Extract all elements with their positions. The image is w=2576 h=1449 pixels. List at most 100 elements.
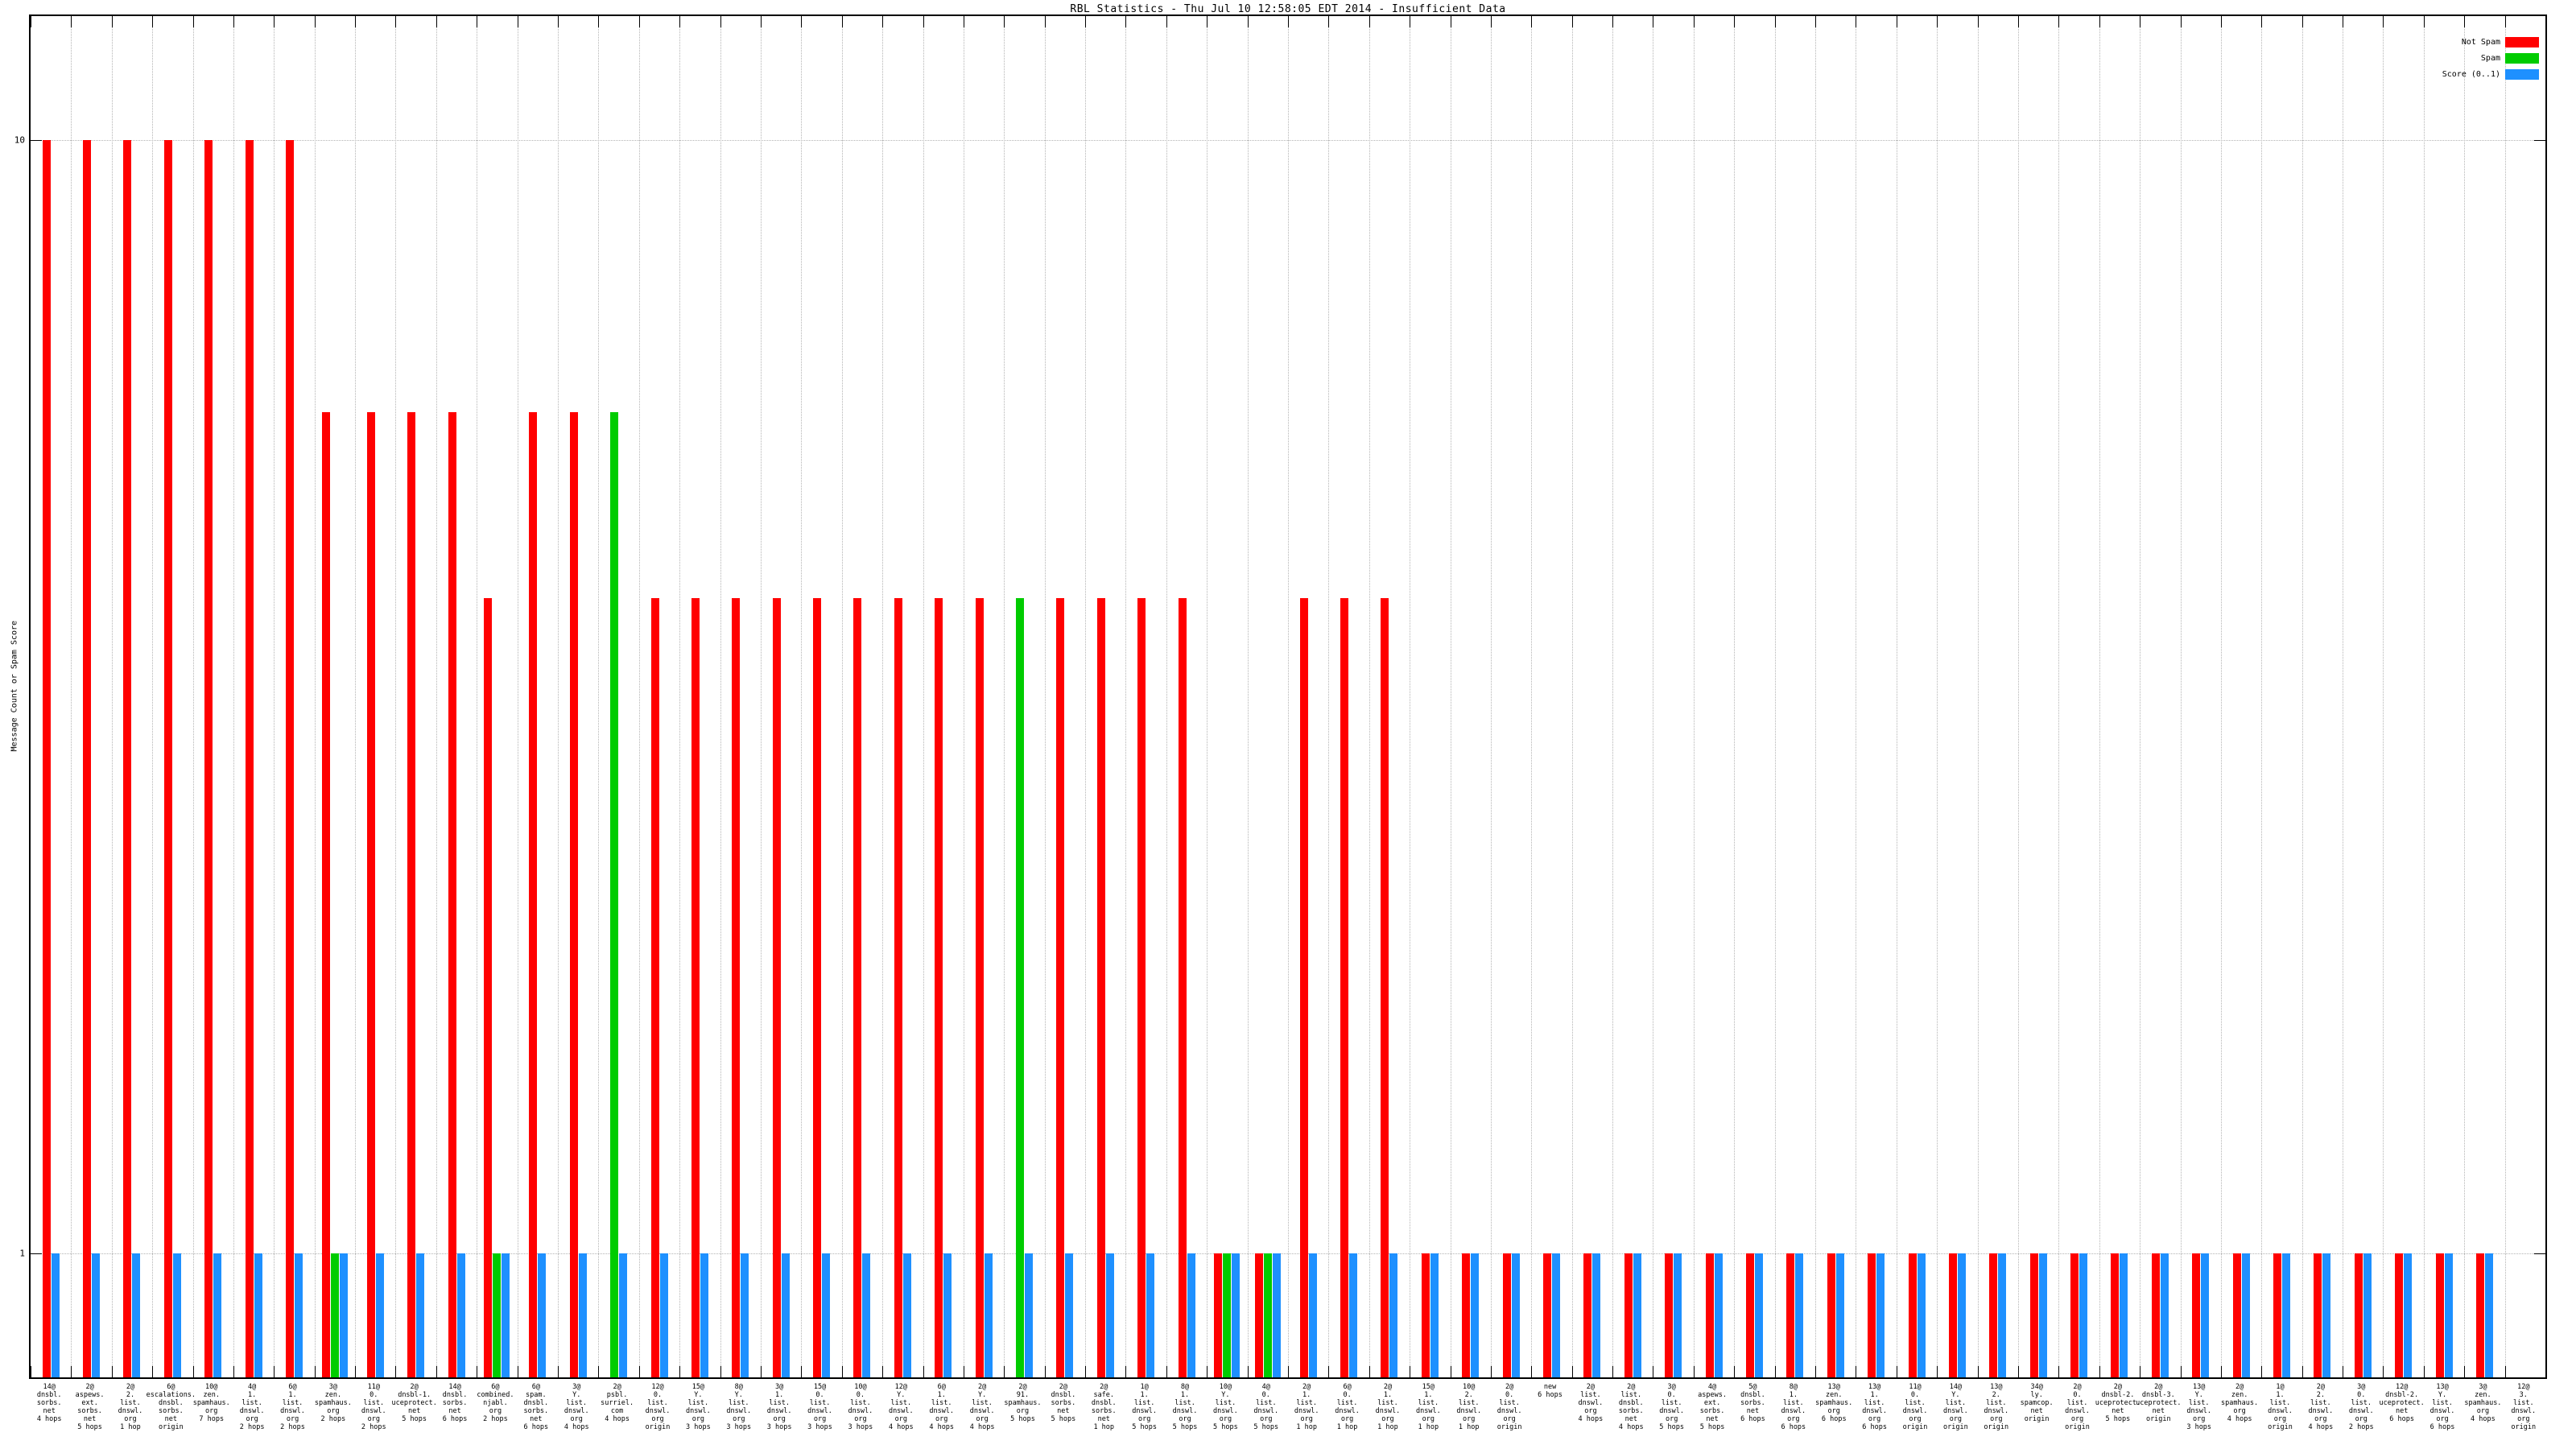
tick-top	[1328, 16, 1329, 27]
tick-top	[2302, 16, 2303, 27]
x-axis-tick-label: 8@ 1. list. dnswl. org 5 hops	[1172, 1383, 1198, 1431]
gridline-vertical	[2058, 16, 2060, 1377]
bar-not-spam	[2314, 1253, 2322, 1377]
tick-top	[395, 16, 396, 27]
tick-top	[2424, 16, 2425, 27]
bar-not-spam	[1827, 1253, 1835, 1377]
x-axis-tick-label: 13@ Y. list. dnswl. org 6 hops	[2429, 1383, 2455, 1431]
bar-score	[1674, 1253, 1682, 1377]
bar-not-spam	[1543, 1253, 1552, 1377]
tick-top	[2099, 16, 2100, 27]
gridline-vertical	[923, 16, 925, 1377]
gridline-vertical	[233, 16, 235, 1377]
plot-area: Not Spam Spam Score (0..1)	[29, 14, 2547, 1379]
tick-top	[1004, 16, 1005, 27]
bar-not-spam	[448, 411, 456, 1377]
legend-item: Spam	[2410, 50, 2539, 66]
tick-top	[2383, 16, 2384, 27]
tick-bottom	[1531, 1366, 1532, 1377]
tick-top	[1125, 16, 1126, 27]
bar-not-spam	[1214, 1253, 1223, 1377]
bar-not-spam	[245, 139, 254, 1377]
gridline-vertical	[315, 16, 316, 1377]
bar-not-spam	[1178, 597, 1187, 1377]
bar-not-spam	[286, 139, 295, 1377]
gridline-vertical	[801, 16, 803, 1377]
tick-bottom	[2099, 1366, 2100, 1377]
bar-not-spam	[1381, 597, 1389, 1377]
bar-not-spam	[2395, 1253, 2404, 1377]
gridline-vertical	[761, 16, 762, 1377]
bar-not-spam	[772, 597, 781, 1377]
bar-score	[1998, 1253, 2007, 1377]
bar-score	[2160, 1253, 2169, 1377]
x-axis-tick-label: 2@ 1. list. dnswl. org 1 hop	[1294, 1383, 1319, 1431]
x-axis-tick-label: 14@ Y. list. dnswl. org origin	[1943, 1383, 1968, 1431]
bar-not-spam	[1421, 1253, 1430, 1377]
tick-top	[639, 16, 640, 27]
gridline-vertical	[1288, 16, 1290, 1377]
x-axis-tick-label: 14@ dnsbl. sorbs. net 6 hops	[442, 1383, 468, 1423]
legend-swatch-not_spam	[2505, 36, 2539, 47]
y-axis-tick-label: 1	[19, 1248, 25, 1259]
tick-top	[436, 16, 437, 27]
gridline-vertical	[2261, 16, 2263, 1377]
bar-spam	[1015, 597, 1024, 1377]
tick-bottom	[355, 1366, 356, 1377]
tick-top	[355, 16, 356, 27]
gridline-vertical	[1085, 16, 1087, 1377]
tick-bottom	[2018, 1366, 2019, 1377]
gridline-vertical	[1815, 16, 1817, 1377]
bar-not-spam	[1786, 1253, 1795, 1377]
legend-swatch-spam	[2505, 52, 2539, 64]
gridline-vertical	[477, 16, 478, 1377]
tick-right	[2534, 1253, 2545, 1255]
bar-not-spam	[2192, 1253, 2201, 1377]
bar-not-spam	[853, 597, 862, 1377]
gridline-vertical	[1775, 16, 1777, 1377]
tick-bottom	[2464, 1366, 2465, 1377]
gridline-vertical	[2505, 16, 2507, 1377]
x-axis-tick-label: 2@ 91. spamhaus. org 5 hops	[1004, 1383, 1042, 1423]
tick-top	[2221, 16, 2222, 27]
tick-top	[1734, 16, 1735, 27]
bar-score	[295, 1253, 303, 1377]
x-axis-tick-label: 2@ dnsbl-3. uceprotect. net origin	[2136, 1383, 2182, 1423]
x-axis-tick-label: 8@ 1. list. dnswl. org 6 hops	[1781, 1383, 1806, 1431]
x-axis-tick-label: 3@ 0. list. dnswl. org 5 hops	[1659, 1383, 1685, 1431]
x-axis-tick-label: 3@ zen. spamhaus. org 2 hops	[314, 1383, 352, 1423]
gridline-vertical	[720, 16, 722, 1377]
x-axis-tick-label: 2@ aspews. ext. sorbs. net 5 hops	[75, 1383, 105, 1431]
x-axis-tick-label: 2@ 1. list. dnswl. org 1 hop	[1375, 1383, 1401, 1431]
y-axis-labels: 10 1	[0, 14, 27, 1379]
gridline-vertical	[1937, 16, 1938, 1377]
tick-bottom	[639, 1366, 640, 1377]
bar-not-spam	[1096, 597, 1105, 1377]
tick-top	[1045, 16, 1046, 27]
tick-top	[1248, 16, 1249, 27]
legend-label: Spam	[2480, 53, 2500, 63]
x-axis-tick-label: 10@ 0. list. dnswl. org 3 hops	[848, 1383, 873, 1431]
bar-score	[1714, 1253, 1723, 1377]
x-axis-tick-label: 34@ ly. spamcop. net origin	[2020, 1383, 2054, 1423]
bar-score	[700, 1253, 708, 1377]
bar-not-spam	[813, 597, 822, 1377]
gridline-vertical	[1248, 16, 1249, 1377]
gridline-vertical	[2018, 16, 2020, 1377]
tick-top	[2545, 16, 2546, 27]
bar-score	[741, 1253, 749, 1377]
bar-not-spam	[1340, 597, 1349, 1377]
bar-score	[1795, 1253, 1804, 1377]
bar-score	[1957, 1253, 1966, 1377]
bar-not-spam	[123, 139, 132, 1377]
tick-bottom	[274, 1366, 275, 1377]
x-axis-tick-label: 10@ Y. list. dnswl. org 5 hops	[1213, 1383, 1238, 1431]
tick-top	[2058, 16, 2059, 27]
bar-not-spam	[2029, 1253, 2038, 1377]
tick-top	[2018, 16, 2019, 27]
tick-bottom	[112, 1366, 113, 1377]
gridline-vertical	[2221, 16, 2223, 1377]
x-axis-tick-label: 5@ dnsbl. sorbs. net 6 hops	[1740, 1383, 1765, 1423]
bar-score	[375, 1253, 384, 1377]
tick-top	[274, 16, 275, 27]
